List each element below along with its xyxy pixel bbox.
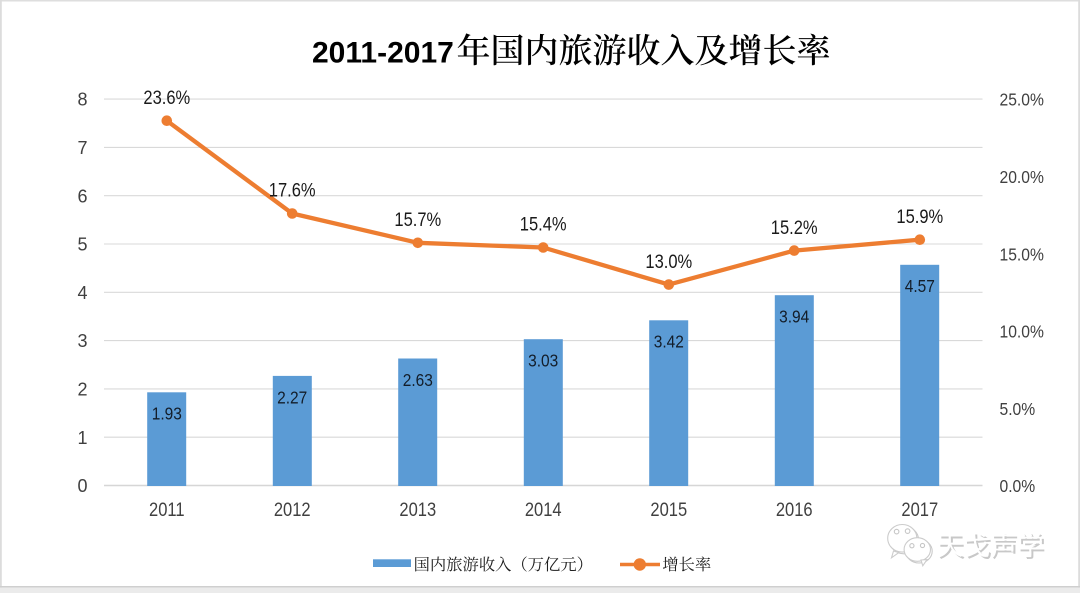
svg-text:5: 5 [77, 235, 87, 255]
svg-text:2: 2 [77, 380, 87, 400]
svg-text:2012: 2012 [274, 499, 311, 520]
svg-text:23.6%: 23.6% [143, 87, 190, 108]
svg-text:15.9%: 15.9% [896, 206, 943, 227]
svg-text:1: 1 [77, 428, 87, 448]
svg-text:3.03: 3.03 [528, 351, 558, 371]
svg-text:15.7%: 15.7% [394, 209, 441, 230]
svg-text:6: 6 [77, 186, 87, 206]
svg-text:2014: 2014 [525, 499, 562, 520]
svg-text:2.63: 2.63 [403, 370, 433, 390]
svg-text:2016: 2016 [776, 499, 813, 520]
svg-text:2011: 2011 [149, 499, 185, 520]
svg-text:10.0%: 10.0% [1000, 321, 1044, 341]
svg-text:20.0%: 20.0% [1000, 167, 1044, 187]
svg-text:15.2%: 15.2% [771, 217, 818, 238]
svg-text:17.6%: 17.6% [269, 180, 316, 201]
svg-text:2013: 2013 [399, 499, 436, 520]
svg-text:0: 0 [77, 476, 87, 496]
svg-text:2011-2017: 2011-2017 [312, 37, 454, 70]
svg-text:8: 8 [77, 90, 87, 110]
svg-text:13.0%: 13.0% [645, 251, 692, 272]
svg-text:15.0%: 15.0% [1000, 244, 1044, 264]
svg-text:2015: 2015 [650, 499, 687, 520]
svg-text:3.94: 3.94 [779, 307, 809, 327]
svg-text:0.0%: 0.0% [1000, 476, 1036, 496]
svg-text:7: 7 [77, 138, 87, 158]
svg-text:25.0%: 25.0% [1000, 90, 1044, 110]
svg-text:5.0%: 5.0% [1000, 399, 1036, 419]
svg-text:3.42: 3.42 [654, 332, 684, 352]
svg-text:2.27: 2.27 [277, 387, 307, 407]
svg-text:3: 3 [77, 331, 87, 351]
svg-text:15.4%: 15.4% [520, 214, 567, 235]
svg-text:4.57: 4.57 [905, 276, 935, 296]
svg-text:4: 4 [77, 283, 87, 303]
svg-text:1.93: 1.93 [152, 404, 182, 424]
svg-text:2017: 2017 [901, 499, 938, 520]
